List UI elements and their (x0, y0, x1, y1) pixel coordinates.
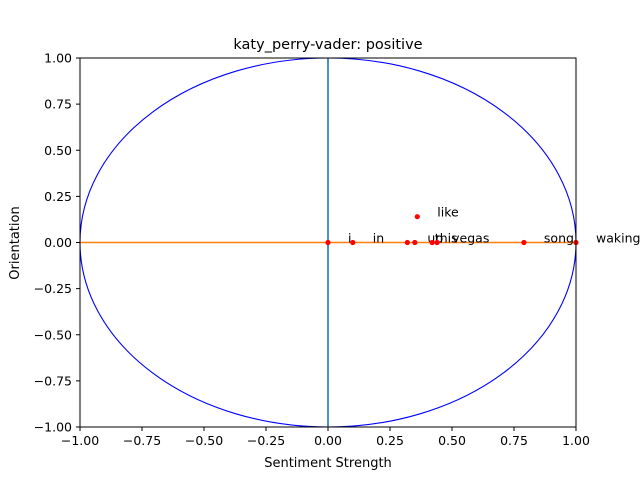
point-label: song (544, 231, 574, 246)
y-axis-label: Orientation (8, 206, 23, 279)
y-tick-label: 0.75 (44, 97, 72, 112)
y-tick-label: −0.50 (34, 327, 72, 342)
chart-title: katy_perry-vader: positive (233, 37, 422, 53)
data-point (414, 214, 420, 220)
data-point (429, 239, 435, 246)
point-label: like (437, 205, 459, 220)
x-tick-label: 1.00 (562, 433, 590, 448)
point-label: waking (596, 231, 640, 246)
x-axis: −1.00 −0.75 −0.50 −0.25 0.00 0.25 0.50 0.75 1.00 (61, 427, 590, 448)
point-label: vegas (452, 231, 489, 246)
y-axis: −1.00 −0.75 −0.50 −0.25 0.00 0.25 0.50 0.75 1.00 (34, 51, 80, 435)
y-tick-label: 0.25 (44, 189, 72, 204)
data-point (412, 239, 418, 246)
x-tick-label: −0.50 (185, 433, 223, 448)
point-label: this (435, 231, 458, 246)
x-tick-label: −0.25 (247, 433, 285, 448)
x-tick-label: 0.75 (500, 433, 528, 448)
data-point (325, 239, 331, 246)
point-label: in (373, 231, 384, 246)
x-tick-label: 0.50 (438, 433, 466, 448)
y-tick-label: 1.00 (44, 51, 72, 66)
x-tick-label: −0.75 (123, 433, 161, 448)
y-tick-label: −1.00 (34, 420, 72, 435)
data-point (434, 239, 440, 246)
data-point (404, 239, 410, 246)
data-point (350, 239, 356, 246)
y-tick-label: 0.00 (44, 235, 72, 250)
x-axis-label: Sentiment Strength (264, 456, 392, 471)
y-tick-label: −0.25 (34, 281, 72, 296)
y-tick-label: −0.75 (34, 373, 72, 388)
x-tick-label: 0.00 (314, 433, 342, 448)
x-tick-label: −1.00 (61, 433, 99, 448)
point-label: i (348, 231, 351, 246)
y-tick-label: 0.50 (44, 143, 72, 158)
x-tick-label: 0.25 (376, 433, 404, 448)
data-point (521, 239, 527, 246)
